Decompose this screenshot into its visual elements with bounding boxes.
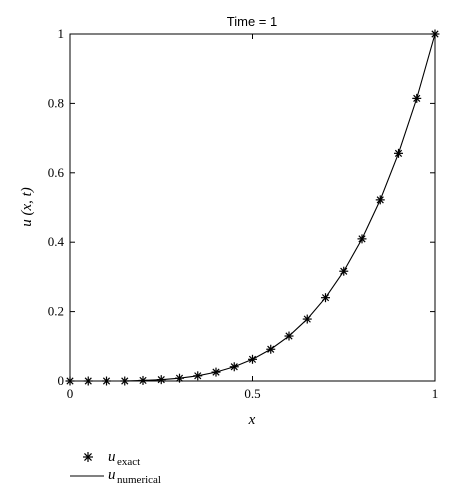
y-tick-label: 0 <box>58 373 65 388</box>
data-point-u-exact <box>375 195 385 205</box>
y-axis-label: u (x, t) <box>19 187 35 227</box>
legend-sub-u-numerical: numerical <box>117 474 161 486</box>
data-point-u-exact <box>65 376 75 386</box>
data-point-u-exact <box>175 373 184 383</box>
legend-label-u-exact: u <box>108 449 116 465</box>
x-axis-label: x <box>248 412 256 428</box>
series-markers-u-exact <box>65 29 440 386</box>
y-tick-label: 1 <box>58 26 65 41</box>
data-point-u-exact <box>138 375 148 385</box>
data-point-u-exact <box>339 266 349 276</box>
data-point-u-exact <box>412 93 422 103</box>
data-point-u-exact <box>394 148 403 158</box>
data-point-u-exact <box>193 371 203 381</box>
chart-title: Time = 1 <box>227 14 277 29</box>
data-point-u-exact <box>102 376 111 386</box>
data-point-u-exact <box>156 375 166 385</box>
data-point-u-exact <box>83 376 93 386</box>
data-point-u-exact <box>284 331 294 341</box>
data-point-u-exact <box>321 293 330 303</box>
data-point-u-exact <box>357 234 367 244</box>
series-line-u-numerical <box>70 33 436 382</box>
y-tick-label: 0.8 <box>48 95 64 110</box>
y-tick-label: 0.4 <box>48 234 65 249</box>
plot-frame <box>69 33 436 382</box>
x-tick-label: 1 <box>432 386 439 401</box>
data-point-u-exact <box>211 367 221 377</box>
y-axis: 0 0.2 0.4 0.6 0.8 1 <box>48 26 435 388</box>
legend-marker-u-exact <box>83 452 93 462</box>
data-point-u-exact <box>229 362 239 372</box>
data-point-u-exact <box>266 344 276 354</box>
x-tick-label: 0.5 <box>244 386 260 401</box>
y-tick-label: 0.2 <box>48 304 64 319</box>
x-axis: 0 0.5 1 <box>67 34 439 401</box>
data-point-u-exact <box>248 354 257 364</box>
data-point-u-exact <box>430 29 440 39</box>
legend-sub-u-exact: exact <box>117 456 140 468</box>
legend-label-u-numerical: u <box>108 467 116 483</box>
x-tick-label: 0 <box>67 386 74 401</box>
y-tick-label: 0.6 <box>48 165 65 180</box>
data-point-u-exact <box>120 376 130 386</box>
data-point-u-exact <box>302 314 312 324</box>
